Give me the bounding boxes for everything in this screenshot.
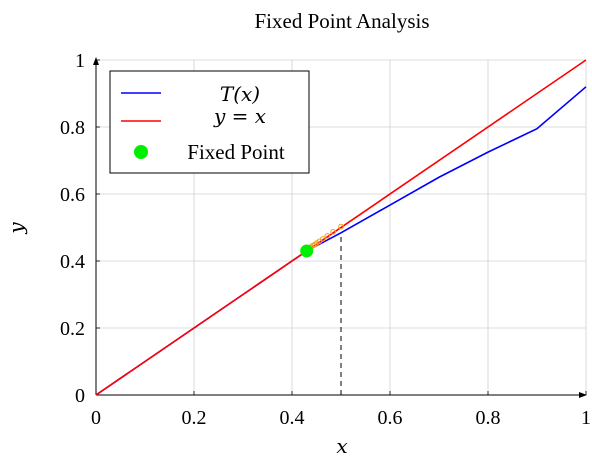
identity-line (95, 59, 587, 396)
y-tick-label: 0.2 (60, 318, 85, 340)
iterate-marker (324, 233, 331, 239)
y-axis-label: y (4, 222, 28, 235)
y-tick-label: 1 (75, 50, 85, 72)
x-tick-label: 0.8 (476, 407, 501, 429)
y-tick-label: 0.4 (60, 251, 85, 273)
y-tick-label: 0 (75, 385, 85, 407)
x-tick-label: 0.6 (378, 407, 403, 429)
tick-labels: 0 0.2 0.4 0.6 0.8 1 0 0.2 0.4 0.6 0.8 1 (60, 50, 591, 429)
y-axis-arrow (93, 57, 99, 65)
iterate-marker (330, 229, 336, 235)
iterate-marker (338, 223, 344, 230)
series-layer (95, 59, 587, 396)
y-tick-label: 0.6 (60, 184, 85, 206)
x-axis-label: x (336, 434, 347, 458)
legend-label-fixed-point: Fixed Point (187, 140, 285, 164)
chart-title: Fixed Point Analysis (254, 9, 429, 33)
x-tick-label: 0.4 (280, 407, 305, 429)
legend-label-identity: y = x (213, 104, 266, 128)
fixed-point-marker (300, 244, 314, 258)
y-tick-label: 0.8 (60, 117, 85, 139)
legend-swatch-fixed-point (134, 145, 148, 159)
x-tick-label: 1 (581, 407, 591, 429)
legend-label-t: T(x) (220, 82, 260, 106)
legend: T(x)y = x Fixed Point (109, 70, 310, 174)
x-axis-arrow (579, 392, 587, 398)
x-tick-label: 0 (91, 407, 101, 429)
x-tick-label: 0.2 (182, 407, 207, 429)
